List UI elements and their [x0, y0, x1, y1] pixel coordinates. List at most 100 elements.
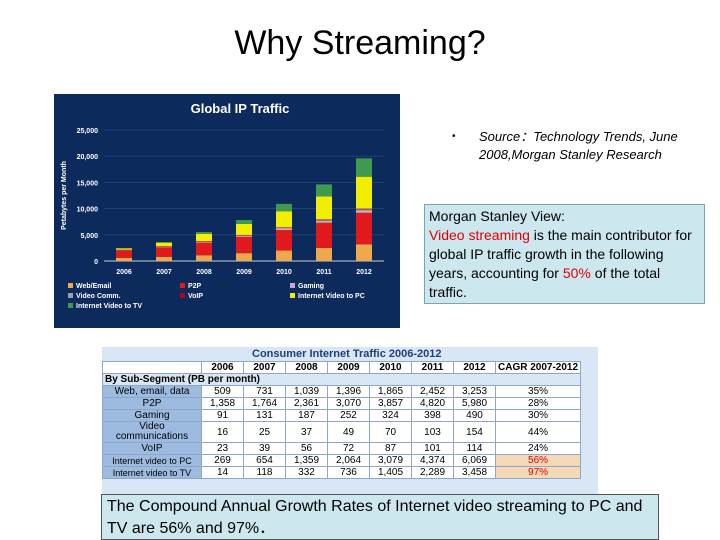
- bar-segment: [316, 220, 332, 221]
- bar-segment: [276, 230, 292, 251]
- bar-segment: [356, 212, 372, 245]
- y-tick-label: 15,000: [77, 180, 99, 187]
- legend-swatch: [290, 293, 295, 298]
- bar-segment: [356, 244, 372, 261]
- table-cell: 1,358: [201, 397, 244, 410]
- column-header: 2012: [453, 361, 496, 374]
- y-tick-label: 25,000: [77, 128, 99, 135]
- bar-segment: [316, 247, 332, 261]
- table-cell: 39: [243, 442, 286, 455]
- legend-swatch: [68, 283, 73, 288]
- bar-segment: [116, 250, 132, 258]
- x-tick-label: 2012: [356, 269, 372, 276]
- table-cell: 654: [243, 454, 286, 467]
- bar-segment: [196, 241, 212, 242]
- bar-segment: [276, 211, 292, 228]
- column-header: 2010: [369, 361, 412, 374]
- bar-segment: [196, 241, 212, 242]
- table-cell: 324: [369, 409, 412, 422]
- bar-segment: [236, 220, 252, 224]
- view-highlight-percent: 50%: [562, 265, 591, 281]
- bar-segment: [156, 242, 172, 247]
- y-tick-label: 10,000: [77, 207, 99, 214]
- table-cell: 154: [453, 421, 496, 443]
- bar-segment: [116, 257, 132, 261]
- table-cell: 131: [243, 409, 286, 422]
- table-cell: 49: [327, 421, 370, 443]
- table-row: Internet video to TV 14 118 332 736 1,405 2,28…: [102, 466, 582, 479]
- bullet-icon: •: [452, 131, 456, 142]
- legend-label: Internet Video to PC: [298, 293, 365, 300]
- table-row: VoIP 23 39 56 72 87 101 114 24%: [102, 442, 582, 455]
- bar-segment: [236, 234, 252, 236]
- cagr-cell: 30%: [494, 409, 582, 422]
- bar-segment: [356, 158, 372, 177]
- x-tick-label: 2006: [116, 269, 132, 276]
- column-header: 2011: [411, 361, 454, 374]
- bar-segment: [316, 196, 332, 220]
- table-row: Video communications 16 25 37 49 70 103 154 44%: [102, 421, 582, 443]
- row-label: Video communications: [102, 421, 202, 443]
- table-cell: 4,374: [411, 454, 454, 467]
- bar-segment: [276, 227, 292, 228]
- bar-segment: [156, 247, 172, 257]
- bar-segment: [356, 209, 372, 211]
- table-cell: 6,069: [453, 454, 496, 467]
- legend-label: VoIP: [188, 293, 203, 300]
- bar-segment: [156, 242, 172, 243]
- bar-segment: [116, 249, 132, 251]
- table-row: Gaming 91 131 187 252 324 398 490 30%: [102, 409, 582, 422]
- view-heading: Morgan Stanley View:: [429, 208, 565, 224]
- chart-svg: Global IP Traffic 0 5,000 10,000 15,000 20,00…: [61, 101, 384, 310]
- row-label: Internet video to TV: [102, 466, 202, 479]
- table-subheader-row: By Sub-Segment (PB per month): [102, 373, 582, 386]
- table-cell: 56: [285, 442, 328, 455]
- cagr-cell: 97%: [494, 466, 582, 479]
- legend-swatch: [290, 283, 295, 288]
- bar-segment: [196, 232, 212, 234]
- table-cell: 14: [201, 466, 244, 479]
- bar-segment: [356, 210, 372, 213]
- table-cell: 736: [327, 466, 370, 479]
- table-cell: 23: [201, 442, 244, 455]
- table-cell: 101: [411, 442, 454, 455]
- column-header: 2007: [243, 361, 286, 374]
- table-cell: 1,764: [243, 397, 286, 410]
- table-cell: 118: [243, 466, 286, 479]
- table-cell: 2,064: [327, 454, 370, 467]
- table-cell: 70: [369, 421, 412, 443]
- table-header-row: 2006 2007 2008 2009 2010 2011 2012 CAGR 2007-20…: [102, 361, 582, 374]
- table-cell: 2,361: [285, 397, 328, 410]
- bar-segment: [196, 255, 212, 261]
- bar-segment: [316, 222, 332, 248]
- bar-segment: [316, 220, 332, 223]
- chart-title: Global IP Traffic: [191, 101, 290, 116]
- table-cell: 5,980: [453, 397, 496, 410]
- table-cell: 3,857: [369, 397, 412, 410]
- legend-label: Internet Video to TV: [76, 303, 142, 310]
- view-body-mid: is the main contributor for global IP tr…: [429, 227, 692, 281]
- table-cell: 1,359: [285, 454, 328, 467]
- cagr-cell: 35%: [494, 385, 582, 398]
- cagr-caption: The Compound Annual Growth Rates of Inte…: [101, 494, 659, 540]
- table-cell: 490: [453, 409, 496, 422]
- bar-segment: [356, 176, 372, 209]
- bar-segment: [316, 184, 332, 197]
- cagr-cell: 24%: [494, 442, 582, 455]
- source-text: Source：Technology Trends, June 2008,Morg…: [479, 129, 678, 162]
- global-ip-traffic-chart: Global IP Traffic 0 5,000 10,000 15,000 20,00…: [54, 94, 400, 328]
- table-cell: 37: [285, 421, 328, 443]
- table-cell: 3,079: [369, 454, 412, 467]
- table-cell: 1,396: [327, 385, 370, 398]
- bar-segment: [236, 236, 252, 254]
- bar-segment: [116, 248, 132, 249]
- table-cell: 3,458: [453, 466, 496, 479]
- bar-segment: [196, 241, 212, 243]
- cagr-cell: 44%: [494, 421, 582, 443]
- bar-segment: [236, 235, 252, 237]
- table-cell: 1,405: [369, 466, 412, 479]
- cagr-cell: 56%: [494, 454, 582, 467]
- consumer-traffic-table: 2006 2007 2008 2009 2010 2011 2012 CAGR 2007-20…: [102, 361, 582, 479]
- table-cell: 114: [453, 442, 496, 455]
- table-cell: 187: [285, 409, 328, 422]
